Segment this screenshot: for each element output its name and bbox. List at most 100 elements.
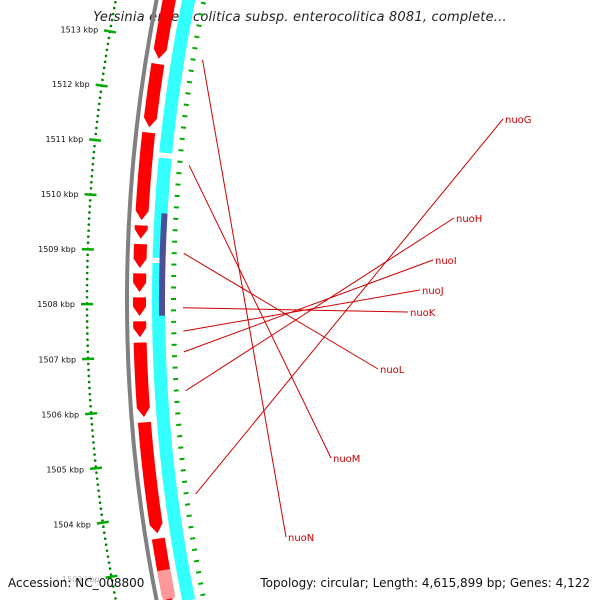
cds-arrow[interactable] xyxy=(133,243,148,269)
cds-arrow[interactable] xyxy=(133,321,147,338)
ruler-dot xyxy=(87,368,90,372)
cds-arrow[interactable] xyxy=(133,342,150,418)
kbp-tick-label: 1508 kbp xyxy=(37,300,75,309)
inner-tick-dash xyxy=(178,149,184,152)
kbp-tick-label: 1511 kbp xyxy=(45,135,83,144)
ruler-dot xyxy=(102,531,106,534)
inner-tick-dash xyxy=(180,126,187,129)
second-track-segment[interactable] xyxy=(152,157,172,259)
cds-arrow[interactable] xyxy=(133,273,147,293)
ruler-dot xyxy=(110,579,114,582)
cds-arrow[interactable] xyxy=(143,62,165,128)
ruler-dot xyxy=(98,96,102,100)
ruler-dot xyxy=(88,211,91,214)
inner-tick-dash xyxy=(193,559,200,563)
ruler-dot xyxy=(96,114,100,118)
gene-label-nuoL[interactable]: nuoL xyxy=(380,365,405,376)
inner-tick-dash xyxy=(180,469,186,472)
second-track-segment[interactable] xyxy=(159,0,198,154)
topology-summary: Topology: circular; Length: 4,615,899 bp… xyxy=(260,576,590,590)
gene-label-nuoK[interactable]: nuoK xyxy=(410,308,436,319)
ruler-dot xyxy=(86,350,90,354)
inner-tick-dash xyxy=(186,80,193,84)
inner-tick-dash xyxy=(186,514,192,518)
cds-arrow[interactable] xyxy=(137,421,163,534)
inner-tick-dash xyxy=(196,24,202,28)
backbone-circle xyxy=(125,0,159,600)
gene-label-nuoG[interactable]: nuoG xyxy=(505,115,532,126)
ruler-dot xyxy=(108,567,112,570)
ruler-dot xyxy=(107,36,111,40)
kbp-major-tick xyxy=(89,138,102,142)
inner-tick-dash xyxy=(182,114,188,118)
cds-arrow[interactable] xyxy=(133,297,147,316)
ruler-dot xyxy=(109,24,113,28)
ruler-dot xyxy=(90,180,93,184)
gene-label-nuoI[interactable]: nuoI xyxy=(435,256,457,267)
ruler-dot xyxy=(99,507,103,511)
kbp-major-tick xyxy=(95,83,108,88)
ruler-dot xyxy=(105,549,109,552)
inner-tick-dash xyxy=(182,480,188,484)
gene-label-nuoH[interactable]: nuoH xyxy=(456,214,482,225)
gene-label-nuoM[interactable]: nuoM xyxy=(333,454,360,465)
inner-tick-dash xyxy=(179,137,185,141)
inner-tick-dash xyxy=(190,537,196,540)
ruler-dot xyxy=(86,338,89,341)
ruler-dot xyxy=(93,453,96,456)
ruler-dot xyxy=(113,591,116,594)
inner-tick-dash xyxy=(198,582,204,586)
ruler-dot xyxy=(86,253,89,257)
ruler-dot xyxy=(85,289,89,293)
ruler-dot xyxy=(92,441,95,444)
inner-tick-dash xyxy=(185,92,191,95)
kbp-tick-label: 1509 kbp xyxy=(38,245,76,254)
ruler-dot xyxy=(105,48,109,52)
ruler-dot xyxy=(101,78,104,82)
cds-arrow[interactable] xyxy=(135,131,156,221)
ruler-dot xyxy=(104,543,108,546)
ruler-dot xyxy=(97,102,101,106)
cds-arrow[interactable] xyxy=(153,0,178,59)
ruler-dot xyxy=(88,392,92,396)
second-track-segment[interactable] xyxy=(152,263,196,600)
ruler-dot xyxy=(91,429,94,432)
highlight-feature[interactable] xyxy=(159,213,168,316)
ruler-dot xyxy=(111,12,115,16)
gene-leader-line xyxy=(183,307,409,313)
ruler-dot xyxy=(86,241,90,245)
kbp-tick-label: 1504 kbp xyxy=(53,520,91,529)
ruler-dot xyxy=(89,186,93,190)
inner-tick-dash xyxy=(198,12,204,16)
ruler-dot xyxy=(103,537,107,540)
ruler-dot xyxy=(114,597,117,600)
gene-label-nuoN[interactable]: nuoN xyxy=(288,533,314,544)
gene-leader-line xyxy=(183,252,379,370)
ruler-dot xyxy=(86,259,89,263)
ruler-dot xyxy=(85,320,89,323)
inner-tick-dash xyxy=(194,35,200,39)
ruler-dot xyxy=(96,483,100,486)
ruler-dot xyxy=(89,404,92,408)
map-title: Yersinia enterocolitica subsp. enterocol… xyxy=(93,10,507,25)
ruler-dot xyxy=(95,471,98,474)
kbp-major-tick xyxy=(84,192,97,197)
ruler-dot xyxy=(110,18,114,22)
ruler-dot xyxy=(91,162,95,166)
ruler-dot xyxy=(102,66,106,70)
ruler-dot xyxy=(87,223,91,226)
cds-arrow[interactable] xyxy=(134,225,148,239)
ruler-dot xyxy=(98,495,101,498)
ruler-dot xyxy=(95,477,99,480)
inner-tick-dash xyxy=(191,548,198,552)
ruler-dot xyxy=(88,398,92,402)
ruler-dot xyxy=(114,0,117,4)
ruler-dot xyxy=(97,489,100,492)
ruler-dot xyxy=(99,90,103,94)
ruler-dot xyxy=(95,120,99,124)
gene-label-nuoJ[interactable]: nuoJ xyxy=(422,286,444,297)
ruler-dot xyxy=(106,42,110,46)
ruler-dot xyxy=(106,555,110,558)
ruler-dot xyxy=(86,265,89,269)
